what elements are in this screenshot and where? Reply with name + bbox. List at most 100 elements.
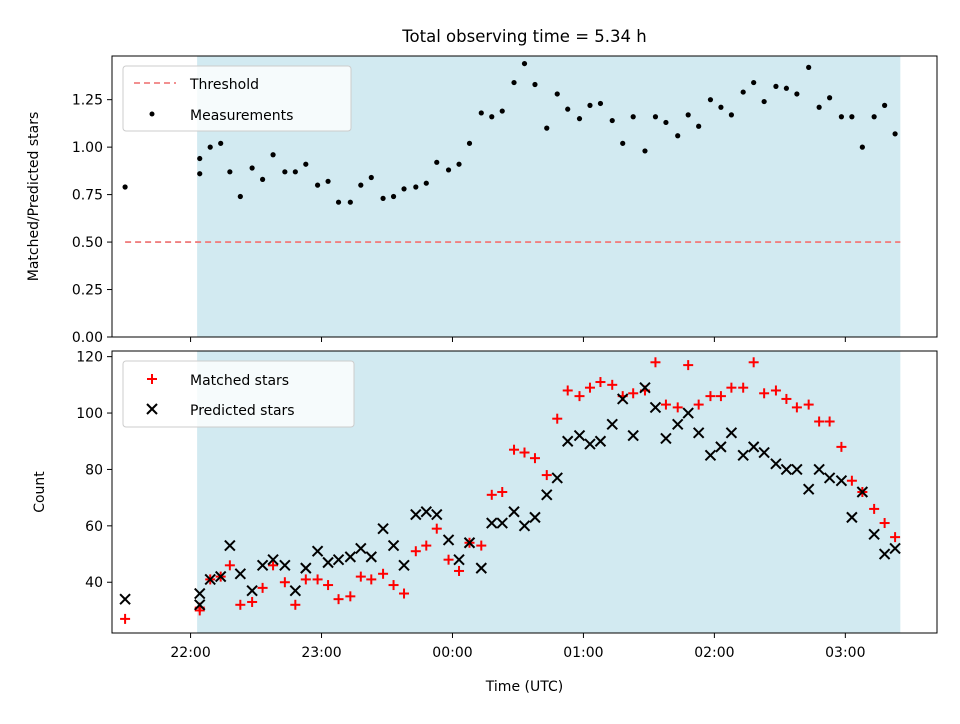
measurement-point [838,114,845,120]
measurement-point [685,112,691,118]
bottom-panel: 40 60 80 100 120 22:00 23:00 00:00 01:00 02:00 03… [32,350,938,695]
y-tick-label: 60 [85,519,103,535]
matched-star-point [584,382,595,393]
x-tick-label: 01:00 [563,645,603,661]
matched-star-point [290,599,301,610]
matched-star-point [421,540,432,551]
predicted-star-point [660,432,672,445]
predicted-star-point [387,539,400,552]
predicted-star-point [344,551,357,563]
predicted-star-point [649,401,662,414]
matched-star-point [497,487,508,497]
predicted-star-point [672,418,684,431]
matched-star-point [748,357,759,368]
predicted-star-point [496,517,508,529]
matched-star-point [486,489,497,500]
matched-star-point [300,574,311,585]
predicted-star-point [204,573,216,586]
measurement-point [587,102,593,108]
matched-star-point [388,580,399,591]
matched-star-point [224,560,235,571]
predicted-star-point [780,463,793,476]
top-legend-box [122,65,352,132]
measurement-point [728,112,735,118]
matched-star-point [268,560,279,571]
measurement-point [806,64,812,70]
matched-star-point [803,399,814,410]
matched-star-point [836,441,847,452]
matched-star-point [399,588,410,599]
x-tick-label: 02:00 [694,645,734,661]
y-tick-label: 1.25 [72,93,103,109]
predicted-star-point [692,427,705,439]
measurement-points [122,60,898,205]
chart-title: Total observing time = 5.34 h [401,27,646,46]
legend-measurements-swatch [149,111,155,117]
bottom-legend-box [122,360,355,428]
matched-star-point [562,385,573,396]
legend-matched-label: Matched stars [190,373,289,389]
y-tick-label: 0.75 [72,188,103,204]
measurement-point [423,180,429,186]
predicted-star-point [365,551,377,563]
measurement-point [751,79,757,86]
predicted-star-point [256,559,269,572]
predicted-star-point [214,570,227,583]
predicted-star-point [311,545,324,557]
predicted-star-point [541,489,553,501]
predicted-star-point [627,429,639,442]
predicted-star-point [813,463,825,476]
predicted-star-point [486,517,498,529]
matched-star-point [552,413,563,424]
measurement-point [227,169,233,175]
measurement-point [466,140,473,146]
predicted-star-point [279,559,291,572]
matched-star-point [509,444,520,455]
measurement-point [773,83,779,89]
matched-star-point [890,532,901,543]
measurement-point [207,144,213,150]
matched-star-point [431,523,442,534]
measurement-point [368,174,374,181]
legend-x-marker [146,403,158,415]
predicted-star-point [747,441,760,453]
predicted-star-point [234,568,247,580]
measurement-point [871,114,877,120]
measurement-point [849,114,855,120]
y-tick-label: 120 [76,350,103,366]
legend-threshold-label: Threshold [189,77,259,93]
predicted-star-point [194,587,206,600]
predicted-star-point [802,483,815,495]
measurement-point [325,178,331,184]
measurement-point [675,133,681,139]
measurement-point [314,182,321,188]
y-tick-label: 0.00 [72,330,103,346]
predicted-star-point [715,441,727,453]
measurement-point [816,104,822,110]
predicted-star-point [355,542,367,555]
bottom-x-ticks: 22:00 23:00 00:00 01:00 02:00 03:00 [170,633,866,661]
legend-predicted-label: Predicted stars [190,403,295,419]
predicted-star-point [322,556,334,569]
y-tick-label: 80 [85,462,103,478]
measurement-point [663,119,669,126]
matched-star-point [715,391,726,402]
measurement-point [696,123,702,129]
bottom-legend: Matched stars Predicted stars [122,360,355,428]
legend-plus-marker [147,374,157,384]
x-tick-label: 22:00 [170,645,210,661]
predicted-star-point [770,458,782,470]
predicted-star-point [889,542,901,555]
bottom-y-axis-label: Count [32,471,48,513]
predicted-star-point [398,559,410,572]
measurement-point [859,144,865,150]
y-tick-label: 100 [76,406,103,422]
predicted-star-point [562,435,574,447]
measurement-point [892,131,898,137]
measurement-point [740,89,746,95]
top-x-ticks [190,337,846,342]
x-tick-label: 23:00 [301,645,341,661]
measurement-point [282,169,288,175]
matched-star-point [345,591,356,602]
